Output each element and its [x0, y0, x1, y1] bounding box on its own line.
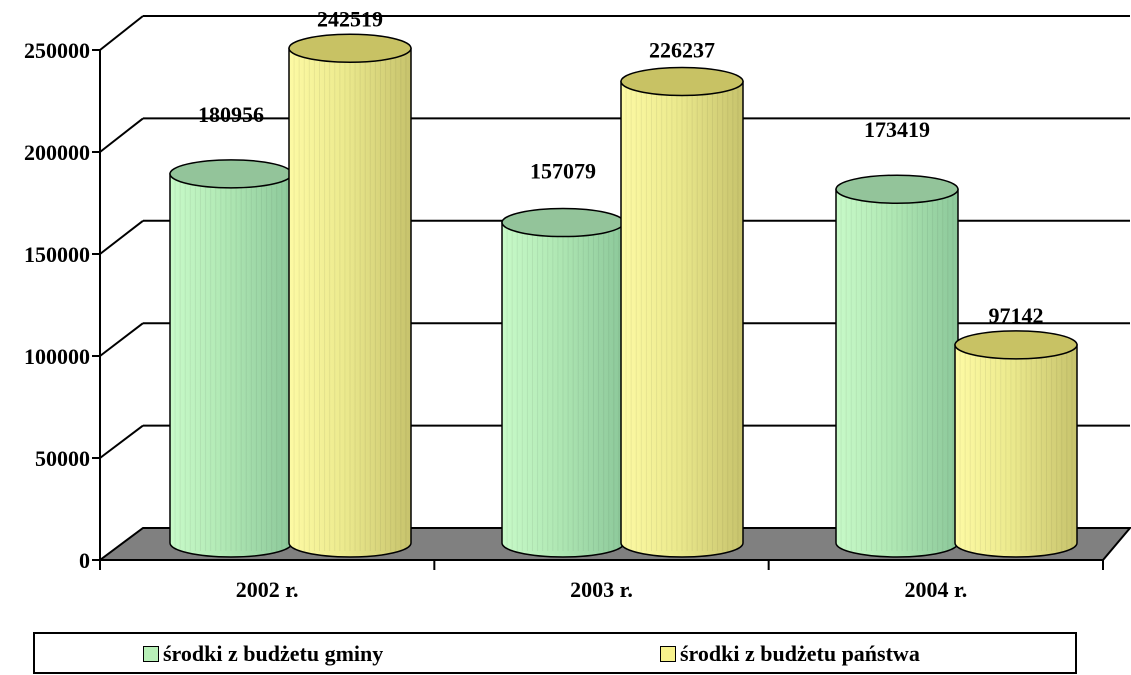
bar: [954, 330, 1078, 558]
gridline-connector: [99, 424, 144, 459]
y-tick-label: 200000: [24, 140, 90, 165]
gridline-connector: [99, 322, 144, 357]
x-tick-label: 2004 r.: [904, 577, 967, 602]
data-label: 226237: [649, 37, 715, 62]
y-tick-label: 50000: [35, 446, 90, 471]
chart-canvas: 0 50000 100000 150000 200000 250000 2002 r. 200…: [24, 6, 1131, 602]
y-tick-label: 100000: [24, 344, 90, 369]
gridline-connector: [99, 117, 144, 153]
y-tick-label: 250000: [24, 38, 90, 63]
bar: [501, 207, 625, 558]
legend-item-panstwa: środki z budżetu państwa: [660, 642, 920, 666]
bar-top: [501, 207, 625, 238]
data-label: 97142: [989, 303, 1044, 328]
gridline-connector: [99, 15, 144, 51]
bar-body: [835, 188, 959, 558]
bar-top: [169, 159, 293, 189]
y-tick-label: 150000: [24, 242, 90, 267]
x-tick-label: 2002 r.: [236, 577, 299, 602]
bar-body: [954, 344, 1078, 558]
bar-body: [620, 80, 744, 558]
x-tick-label: 2003 r.: [570, 577, 633, 602]
y-tick-label: 0: [79, 548, 90, 573]
bar-top: [835, 174, 959, 204]
bar-body: [169, 173, 293, 558]
bar-body: [288, 47, 412, 558]
data-label: 157079: [530, 159, 596, 184]
legend-swatch-gminy: [143, 646, 159, 662]
legend-item-gminy: środki z budżetu gminy: [143, 642, 383, 666]
data-label: 180956: [198, 102, 264, 127]
chart: 0 50000 100000 150000 200000 250000 2002 r. 200…: [24, 6, 1131, 602]
bar-body: [501, 221, 625, 558]
legend: środki z budżetu gminy środki z budżetu …: [33, 632, 1077, 674]
gridline-connector: [99, 220, 144, 255]
bar: [169, 159, 293, 558]
bar-top: [288, 33, 412, 64]
bar: [620, 66, 744, 558]
data-label: 173419: [864, 117, 930, 142]
legend-label-gminy: środki z budżetu gminy: [163, 641, 384, 666]
bar: [835, 174, 959, 558]
bar: [288, 33, 412, 558]
data-label: 242519: [317, 6, 383, 31]
bar-top: [620, 66, 744, 97]
bar-top: [954, 330, 1078, 360]
legend-label-panstwa: środki z budżetu państwa: [680, 641, 920, 666]
legend-swatch-panstwa: [660, 646, 676, 662]
